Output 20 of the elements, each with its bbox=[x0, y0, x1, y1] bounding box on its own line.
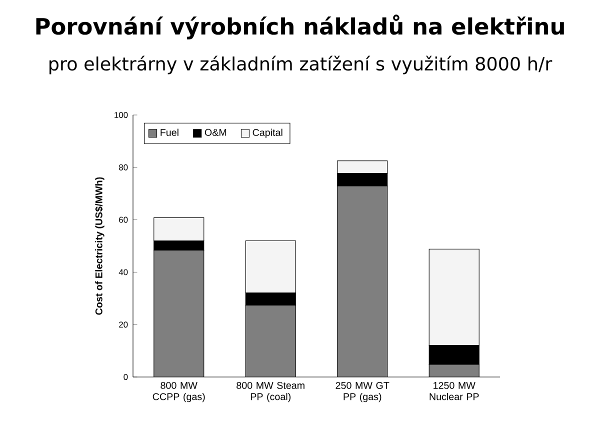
y-axis-title: Cost of Electricity (US$/MWh) bbox=[94, 177, 104, 315]
legend-label: Capital bbox=[252, 128, 282, 138]
y-tick-label: 100 bbox=[114, 112, 128, 118]
legend-label: Fuel bbox=[160, 128, 178, 136]
legend-label: O&M bbox=[204, 128, 226, 136]
y-tick-label: 0 bbox=[124, 374, 128, 380]
x-tick-label: 800 MW CCPP (gas) bbox=[152, 382, 205, 402]
y-tick-label: 60 bbox=[119, 216, 128, 223]
bar bbox=[337, 186, 388, 377]
x-tick-label: 250 MW GT PP (gas) bbox=[336, 382, 390, 402]
y-tick-label: 80 bbox=[119, 164, 128, 170]
bar bbox=[154, 250, 204, 377]
x-tick-label: 800 MW Steam PP (coal) bbox=[236, 382, 304, 402]
y-tick-label: 20 bbox=[119, 322, 128, 328]
x-tick-label: 1250 MW Nuclear PP bbox=[430, 382, 479, 400]
bar bbox=[428, 364, 480, 377]
chart-subtitle: pro elektrárny v základním zatížení s využitím 8000 h/r bbox=[50, 56, 552, 74]
bar bbox=[246, 305, 296, 377]
chart-title: Porovnání výrobních nákladů na elektřinu bbox=[36, 14, 564, 40]
y-tick-label: 40 bbox=[118, 269, 128, 276]
